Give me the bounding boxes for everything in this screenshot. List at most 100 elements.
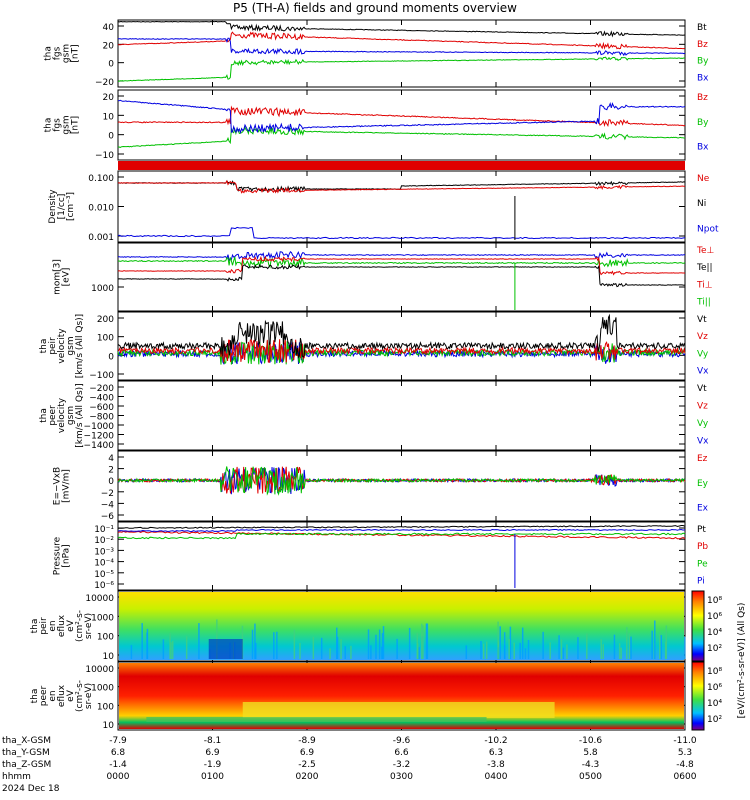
legend-Pe: Pe (697, 559, 708, 569)
y-axis-label-line: [nT] (71, 116, 81, 134)
colorbar-tick: 10⁸ (707, 596, 722, 606)
y-axis-label: tha peer en eflux eV (cm²-s-sr-eV) (30, 680, 94, 712)
spectrogram-ion-streak (170, 642, 172, 659)
y-tick-label: 20 (103, 41, 115, 51)
spectrogram-ion-streak (508, 639, 510, 659)
trace-Bx (117, 99, 686, 135)
trace-Ey (117, 466, 686, 496)
spectrogram-ion-streak (162, 639, 165, 659)
y-axis-label-line: E=−VxB (53, 467, 63, 505)
legend-Vt: Vt (697, 315, 707, 325)
spectrogram-ion-streak (382, 626, 385, 659)
colorbar-tick: 10⁴ (707, 699, 722, 709)
y-tick-label: 10000 (85, 594, 114, 604)
flag-bar (118, 161, 685, 170)
legend-Ti⊥: Ti⊥ (696, 280, 713, 290)
traces-efield (117, 466, 686, 496)
x-tick-label: 0500 (579, 772, 602, 782)
colorbar-tick: 10⁴ (707, 628, 722, 638)
y-tick-label: 100 (97, 702, 114, 712)
x-tick-label: 0600 (674, 772, 697, 782)
y-tick-label: 0 (108, 132, 114, 142)
spectrogram-ion-streak (350, 645, 352, 659)
y-axis-label-line: peer (39, 685, 49, 706)
spectrogram-ion-streak (651, 630, 653, 659)
x-tick-label: 0300 (390, 772, 413, 782)
y-axis-label-line: gsm (66, 336, 76, 355)
spectrogram-ion-streak (169, 632, 171, 659)
legend-Vx: Vx (697, 436, 709, 446)
legend-Ti||: Ti|| (696, 297, 711, 307)
trace-By (117, 56, 686, 82)
spectrogram-ion-streak (293, 629, 296, 659)
y-tick-label: 200 (97, 315, 114, 325)
spectrogram-ion-streak (618, 643, 621, 659)
y-tick-label: 0 (108, 60, 114, 70)
plot-title: P5 (TH-A) fields and ground moments over… (233, 1, 517, 15)
colorbar-tick: 10⁶ (707, 612, 722, 622)
y-tick-label: 10 (103, 112, 115, 122)
spectrogram-ion-streak (251, 629, 254, 659)
legend-Ey: Ey (697, 479, 709, 489)
y-tick-label: 10⁻³ (94, 547, 114, 557)
legend-Vy: Vy (697, 419, 709, 429)
y-axis-label-line: peir (48, 337, 58, 355)
trace-Pe (117, 532, 686, 540)
y-tick-label: 1000 (91, 684, 114, 694)
colorbar-label: [eV/(cm²-s-sr-eV)] (All Qs) (737, 603, 747, 719)
y-axis-label-line: eV (66, 689, 76, 702)
y-axis-label-line: Pressure (53, 536, 63, 575)
ephemeris-value: 5.8 (583, 748, 598, 758)
trace-Te-perp (117, 250, 685, 262)
legend-Ni: Ni (697, 199, 706, 209)
legend-Vz: Vz (697, 401, 708, 411)
y-tick-label: 20 (103, 93, 115, 103)
spectrogram-ion-streak (336, 627, 338, 659)
y-axis-label: tha fgs gsm [nT] (44, 44, 81, 63)
trace-Vz (117, 338, 686, 363)
colorbar-tick: 10⁶ (707, 683, 722, 693)
spectrogram-ion-streak (254, 623, 256, 659)
y-tick-label: 10 (103, 721, 115, 731)
spectrogram-ion-fill (119, 592, 684, 660)
y-axis-label-line: tha (39, 339, 49, 354)
panel-efield: 4 20 −2−4 −6 E=−VxB [mV/m] Ez Ey Ex (53, 450, 709, 522)
legend-Bz: Bz (697, 40, 708, 50)
spectrogram-ion-streak (198, 623, 200, 659)
spectrogram-ion-streak (465, 645, 468, 659)
y-axis-label-line: [km/s (All Qs)] (75, 314, 85, 378)
legend-By: By (697, 118, 709, 128)
y-axis-label-line: sr-eV) (84, 613, 94, 639)
spectrogram-ion-streak (620, 647, 622, 659)
y-axis-label: tha peer velocity gsm [km/s (All Qs)] (39, 383, 85, 447)
spectrogram-ion-streak (482, 643, 485, 659)
y-axis-label: tha peir velocity gsm [km/s (All Qs)] (39, 314, 85, 378)
ephemeris-value: -2.5 (298, 760, 316, 770)
y-tick-label: 10⁻⁴ (94, 559, 114, 569)
spectrogram-ion-streak (600, 639, 603, 659)
spectrogram-ion-streak (509, 626, 512, 659)
ephemeris-value: -9.6 (393, 736, 411, 746)
y-axis-label-line: gsm (62, 115, 72, 134)
y-axis-label-line: (cm²-s- (75, 680, 85, 712)
y-tick-label: 4 (108, 454, 114, 464)
ephemeris-value: -8.1 (204, 736, 222, 746)
legend-Pi: Pi (697, 576, 705, 586)
legend-By: By (697, 57, 709, 67)
traces-pressure (117, 525, 686, 588)
y-tick-label: −10 (95, 151, 114, 161)
spectrogram-ion-streak (664, 641, 667, 659)
x-tick-label: 0000 (107, 772, 130, 782)
spectrogram-electron-band (242, 702, 555, 718)
y-tick-label: −4 (101, 500, 115, 510)
colorbar-tick: 10² (707, 715, 722, 725)
spectrogram-ion-patch (208, 639, 243, 659)
ephemeris-row: tha_Z-GSM -1.4 -1.9 -2.5 -3.2 -3.8 -4.3 -4.8 (2, 760, 694, 770)
colorbar-tick: 10⁸ (707, 667, 722, 677)
spectrogram-ion-streak (344, 646, 346, 659)
x-tick-label: 0400 (485, 772, 508, 782)
legend-Bt: Bt (697, 23, 707, 33)
y-axis-label-line: en (48, 690, 58, 701)
legend-Te||: Te|| (696, 263, 713, 273)
legend-Bz: Bz (697, 93, 708, 103)
